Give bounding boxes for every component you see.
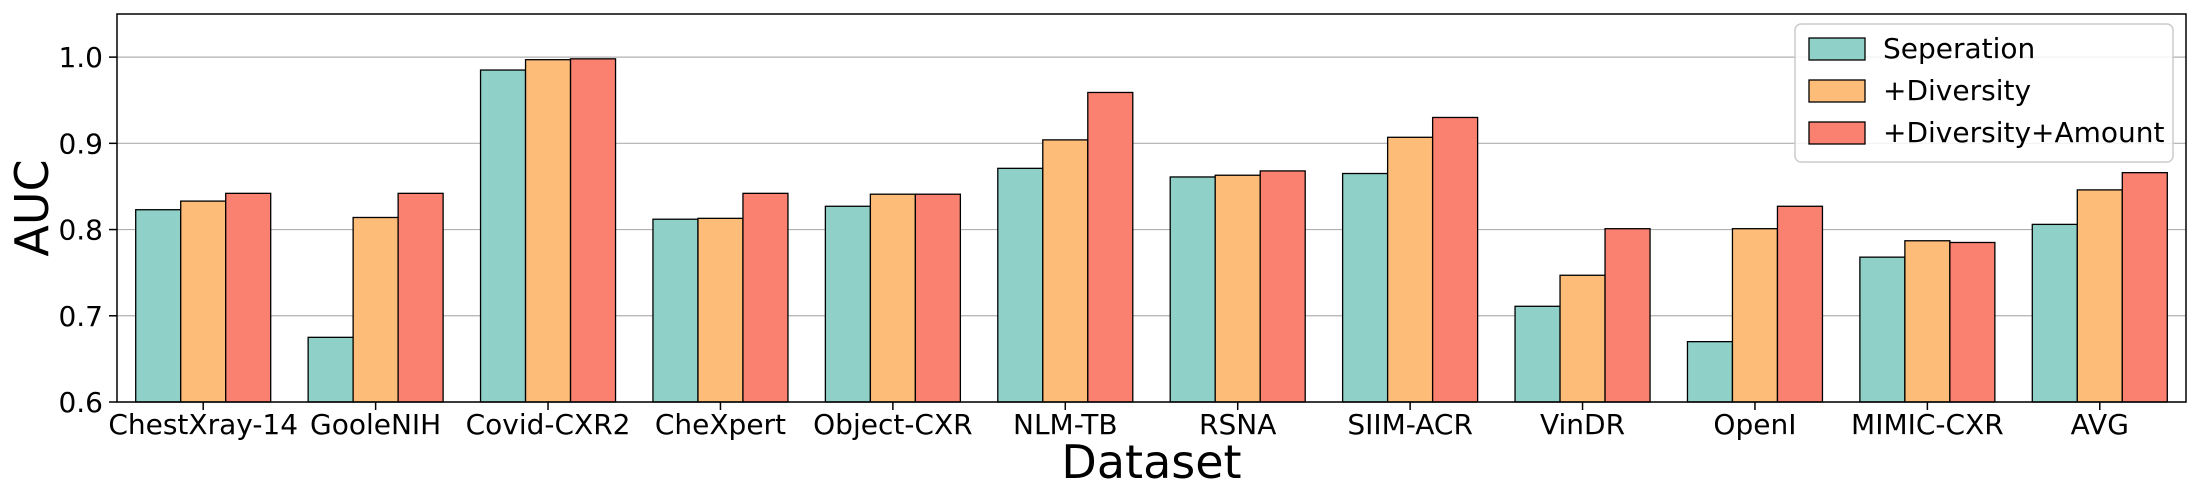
bar [1604,228,1651,403]
plot-frame [116,13,2187,403]
bar [652,218,699,403]
bar [1169,176,1216,403]
legend-label: +Diversity [1883,74,2031,107]
legend-label: Seperation [1883,32,2035,65]
bar [2076,189,2123,403]
bar [1904,240,1951,403]
x-tick-label: RSNA [1199,408,1276,441]
bar [1731,228,1779,403]
bar [1859,256,1906,403]
y-tick-label: 1.0 [58,41,103,74]
y-axis: 0.6 0.7 0.8 0.9 1.0 [58,41,117,419]
x-tick-label: OpenI [1713,408,1796,441]
bar [742,192,789,403]
x-axis: ChestXray-14 GooleNIH Covid-CXR2 CheXpert Ob… [108,402,2129,441]
bar [307,336,354,403]
bar [1259,170,1306,403]
bar [569,58,617,403]
bar [524,59,572,403]
legend-swatch [1808,79,1866,103]
y-axis-title: AUC [5,159,59,256]
legend-frame [1794,23,2174,163]
bar [1686,340,1734,403]
bar [1386,136,1434,403]
x-tick-label: NLM-TB [1013,408,1118,441]
x-tick-label: SIIM-ACR [1347,408,1473,441]
bar [2121,171,2168,403]
bar [1214,174,1261,403]
x-tick-label: GooleNIH [310,408,441,441]
bar [1042,139,1089,403]
bar [180,200,227,403]
bar [135,209,182,403]
legend-swatch [1808,37,1866,61]
bar [1431,116,1479,403]
bar [1514,305,1561,403]
x-tick-label: Covid-CXR2 [466,408,631,441]
x-tick-label: Object-CXR [813,408,972,441]
bar [1776,205,1824,403]
x-tick-label: CheXpert [655,408,786,441]
bar [824,205,872,403]
legend-swatch [1808,121,1866,145]
x-tick-label: MIMIC-CXR [1851,408,2004,441]
y-tick-label: 0.8 [58,214,103,247]
x-tick-label: AVG [2071,408,2129,441]
bar [1087,91,1134,403]
y-tick-label: 0.7 [58,300,103,333]
legend-label: +Diversity+Amount [1883,116,2165,149]
legend: Seperation +Diversity +Diversity+Amount [1794,23,2174,163]
bar [697,217,744,403]
bar [479,69,527,403]
bar [225,192,272,403]
bar [2031,223,2078,403]
bar [997,167,1044,403]
x-tick-label: VinDR [1540,408,1625,441]
bar [914,193,962,403]
bar [352,216,399,403]
bar [1559,274,1606,403]
bar [397,192,444,403]
bar [1341,172,1389,403]
bar [1949,241,1996,403]
x-axis-title: Dataset [1061,435,1241,489]
y-tick-label: 0.9 [58,127,103,160]
bar [869,193,917,403]
x-tick-label: ChestXray-14 [108,408,298,441]
y-tick-label: 0.6 [58,386,103,419]
bars [135,58,2168,403]
